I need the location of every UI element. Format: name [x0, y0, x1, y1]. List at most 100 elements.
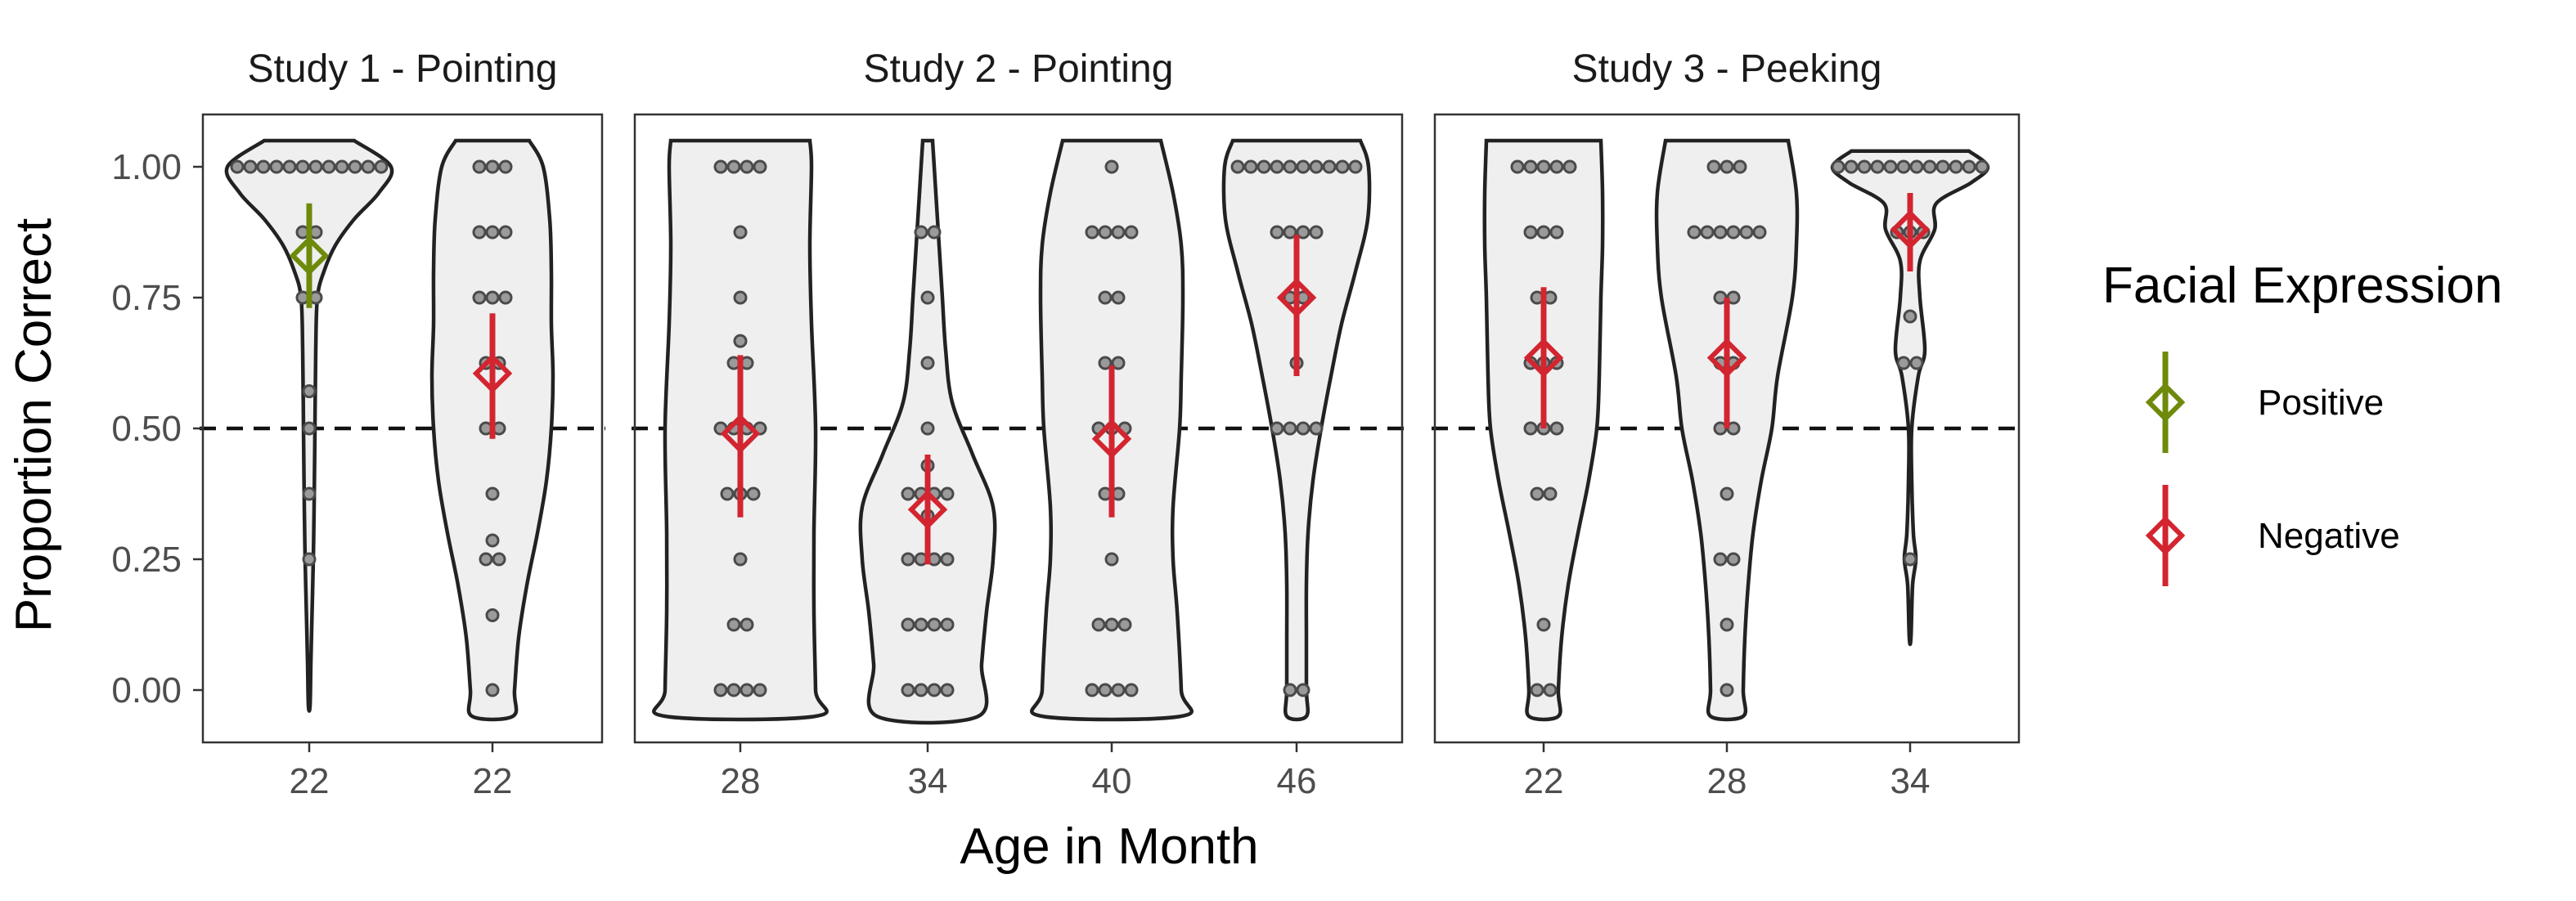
violin-group: [1482, 138, 1605, 722]
violin-group: [1221, 138, 1372, 722]
data-point: [1687, 225, 1702, 240]
data-point: [1883, 159, 1898, 174]
data-point: [726, 617, 741, 632]
data-point: [1098, 683, 1113, 697]
data-point: [1283, 225, 1297, 240]
data-point: [302, 384, 317, 399]
data-point: [920, 421, 935, 436]
data-point: [733, 334, 748, 348]
panel-border: [1433, 113, 2021, 744]
data-point: [1536, 159, 1551, 174]
x-tick-label: 34: [908, 761, 948, 801]
data-point: [1124, 683, 1139, 697]
data-point: [914, 617, 928, 632]
data-point: [940, 552, 955, 567]
y-axis-title: Proportion Correct: [6, 218, 62, 633]
data-point: [1296, 159, 1310, 174]
facet-panel: Study 3 - Peeking 22 28 34: [1432, 47, 2022, 801]
x-axis-title: Age in Month: [960, 818, 1258, 875]
data-point: [1283, 159, 1297, 174]
data-point: [1975, 159, 1989, 174]
x-tick-label: 22: [473, 761, 513, 801]
data-point: [1536, 617, 1551, 632]
facet-panel: Study 1 - Pointing 22 22: [200, 47, 605, 801]
mean-marker: [289, 235, 330, 276]
mean-marker: [1706, 338, 1747, 378]
data-point: [1322, 159, 1337, 174]
data-point: [1091, 617, 1106, 632]
data-point: [740, 617, 754, 632]
data-point: [1309, 421, 1324, 436]
data-point: [901, 617, 915, 632]
data-point: [230, 159, 245, 174]
data-point: [302, 552, 317, 567]
data-point: [472, 290, 487, 305]
data-point: [940, 486, 955, 501]
data-point: [1549, 225, 1564, 240]
data-point: [713, 683, 728, 697]
data-point: [1831, 159, 1845, 174]
data-point: [901, 486, 915, 501]
data-point: [1543, 486, 1558, 501]
data-point: [1713, 225, 1728, 240]
data-point: [472, 159, 487, 174]
facet-title: Study 1 - Pointing: [248, 47, 558, 91]
data-point: [485, 533, 500, 548]
data-point: [472, 225, 487, 240]
data-point: [485, 486, 500, 501]
data-point: [1549, 421, 1564, 436]
data-point: [335, 159, 349, 174]
data-point: [1230, 159, 1245, 174]
x-tick-label: 46: [1277, 761, 1317, 801]
data-point: [492, 552, 506, 567]
x-tick-label: 28: [721, 761, 761, 801]
data-point: [1857, 159, 1872, 174]
data-point: [1270, 159, 1284, 174]
legend-entry: Positive: [2145, 352, 2384, 453]
legend-key-diamond: [2145, 515, 2186, 556]
data-point: [1844, 159, 1859, 174]
data-point: [901, 683, 915, 697]
facet-title: Study 3 - Peeking: [1572, 47, 1882, 91]
data-point: [1549, 159, 1564, 174]
facet-panel: Study 2 - Pointing 28 34 40 46: [632, 47, 1405, 801]
violin-group: [429, 138, 555, 722]
data-point: [1296, 225, 1310, 240]
data-point: [1530, 486, 1544, 501]
data-point: [920, 290, 935, 305]
y-tick-label: 0.50: [111, 409, 182, 449]
violin-group: [224, 138, 394, 713]
data-point: [1530, 683, 1544, 697]
violin-group: [1654, 138, 1800, 722]
facet-title: Study 2 - Pointing: [864, 47, 1174, 91]
data-point: [1085, 225, 1099, 240]
data-point: [374, 159, 389, 174]
data-point: [1909, 159, 1924, 174]
panels-layer: Study 1 - Pointing 22 22 Study 2 - Pointing…: [200, 47, 2022, 801]
data-point: [1111, 290, 1126, 305]
data-point: [1896, 159, 1911, 174]
mean-marker: [1091, 419, 1132, 459]
data-point: [485, 607, 500, 622]
data-point: [1309, 159, 1324, 174]
data-point: [726, 683, 741, 697]
data-point: [243, 159, 258, 174]
data-point: [1536, 225, 1551, 240]
data-point: [1720, 159, 1734, 174]
panel-border: [633, 113, 1404, 744]
data-point: [1720, 617, 1734, 632]
data-point: [498, 159, 513, 174]
data-point: [740, 159, 754, 174]
violin-group: [1029, 138, 1194, 722]
data-point: [1713, 552, 1728, 567]
data-point: [1283, 683, 1297, 697]
data-point: [1117, 617, 1132, 632]
data-point: [1104, 617, 1119, 632]
data-point: [1720, 683, 1734, 697]
data-point: [753, 159, 767, 174]
legend: Facial Expression Positive Negative: [2102, 258, 2502, 586]
legend-title: Facial Expression: [2102, 258, 2502, 314]
data-point: [302, 486, 317, 501]
data-point: [1896, 356, 1911, 370]
